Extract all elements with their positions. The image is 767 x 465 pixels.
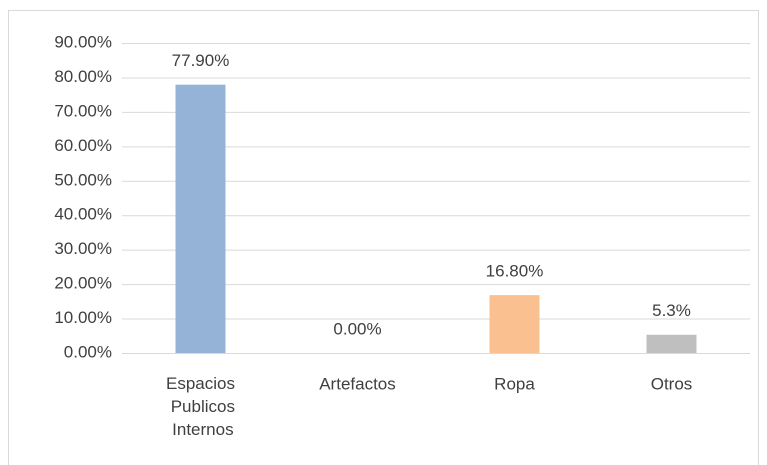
y-tick-label: 80.00% xyxy=(54,67,112,86)
y-tick-label: 90.00% xyxy=(54,32,112,51)
value-label: 16.80% xyxy=(486,262,544,281)
bar xyxy=(175,84,226,353)
y-tick-label: 0.00% xyxy=(64,342,112,361)
x-tick-label: Otros xyxy=(651,374,693,393)
y-tick-label: 20.00% xyxy=(54,274,112,293)
y-tick-label: 60.00% xyxy=(54,136,112,155)
y-tick-label: 50.00% xyxy=(54,170,112,189)
y-tick-label: 10.00% xyxy=(54,308,112,327)
value-label: 77.90% xyxy=(172,51,230,70)
value-label: 5.3% xyxy=(652,301,691,320)
bar xyxy=(646,334,697,353)
y-tick-label: 70.00% xyxy=(54,101,112,120)
value-label: 0.00% xyxy=(333,319,381,338)
y-tick-label: 40.00% xyxy=(54,205,112,224)
x-tick-label: Ropa xyxy=(494,374,535,393)
x-tick-label: Espacios Publicos Internos xyxy=(166,374,235,439)
bar xyxy=(489,295,540,353)
y-tick-label: 30.00% xyxy=(54,239,112,258)
x-tick-label: Artefactos xyxy=(319,374,396,393)
chart-border xyxy=(8,10,759,465)
